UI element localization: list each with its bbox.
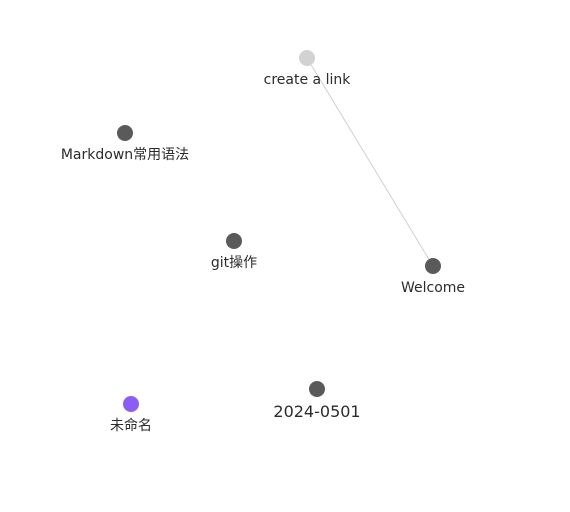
node-label: Welcome xyxy=(400,280,466,296)
link-create-a-link-to-welcome xyxy=(306,57,434,267)
node-label: 未命名 xyxy=(110,418,152,434)
node-label: git操作 xyxy=(210,255,258,271)
node-dot[interactable] xyxy=(226,233,242,249)
node-label: 2024-0501 xyxy=(273,402,361,421)
node-dot[interactable] xyxy=(299,50,315,66)
node-dot[interactable] xyxy=(425,258,441,274)
node-dot-active[interactable] xyxy=(123,396,139,412)
node-label: create a link xyxy=(263,72,351,88)
node-dot[interactable] xyxy=(309,381,325,397)
node-dot[interactable] xyxy=(117,125,133,141)
node-label: Markdown常用语法 xyxy=(60,147,190,163)
